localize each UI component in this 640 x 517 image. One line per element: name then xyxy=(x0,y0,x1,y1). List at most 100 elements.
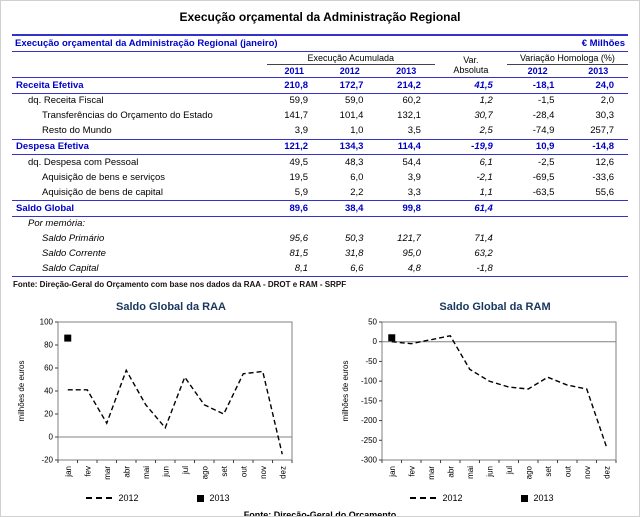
cell-value: -2,5 xyxy=(538,156,555,168)
cell-value: 4,8 xyxy=(377,261,435,278)
var-line2: Absoluta xyxy=(453,64,489,75)
cell-value: 114,4 xyxy=(377,138,435,156)
cell-value: 6,1 xyxy=(479,156,493,168)
table-source: Fonte: Direção-Geral do Orçamento com ba… xyxy=(13,280,347,290)
cell-value: 141,7 xyxy=(284,110,309,122)
col-header-year-2013: 2013 xyxy=(377,64,435,78)
x-tick-label: jun xyxy=(485,466,494,478)
table-row: Despesa Efetiva 121,2 134,3 114,4 -19,9 10,9-… xyxy=(12,138,628,156)
cell-value: 1,0 xyxy=(350,125,364,137)
table-caption: Execução orçamental da Administração Reg… xyxy=(15,38,278,49)
table-row: Aquisição de bens de capital 5,9 2,2 3,3 1,1… xyxy=(12,185,628,200)
cell-value: 49,5 xyxy=(289,156,309,168)
x-tick-label: ago xyxy=(200,466,209,480)
table-row: Por memória: xyxy=(12,216,628,231)
cell-value: 30,3 xyxy=(595,110,615,122)
var-line1: Var. xyxy=(463,54,479,65)
y-tick-label: 50 xyxy=(368,318,377,327)
raa-plot: 100 80 60 40 20 0 -20 jan fev mar abr mai jun jul ago s… xyxy=(14,316,300,492)
charts-source: Fonte: Direção-Geral do Orçamento xyxy=(243,510,397,517)
x-tick-label: set xyxy=(544,466,553,477)
series-marker-2013 xyxy=(388,334,396,342)
cell-value xyxy=(568,200,628,217)
x-tick-label: out xyxy=(563,466,572,478)
cell-value: 3,9 xyxy=(294,125,309,137)
plot-border xyxy=(57,321,293,461)
series-marker-2013 xyxy=(64,334,72,342)
cell-value xyxy=(568,261,628,278)
cell-value: 41,5 xyxy=(434,77,507,94)
table-row: Transferências do Orçamento do Estado 141… xyxy=(12,109,628,124)
unit-label: € Milhões xyxy=(581,38,625,49)
row-label: dq. Despesa com Pessoal xyxy=(28,156,139,168)
cell-value: -63,5 xyxy=(532,186,555,198)
y-tick-label: -150 xyxy=(361,397,378,406)
cell-value: 1,1 xyxy=(479,186,493,198)
x-tick-label: mar xyxy=(103,466,112,480)
cell-value: 121,7 xyxy=(397,233,421,245)
cell-value xyxy=(507,247,569,262)
cell-value: 3,9 xyxy=(407,171,421,183)
x-tick-label: dez xyxy=(602,466,611,479)
row-label: Por memória: xyxy=(28,218,86,230)
cell-value: -18,1 xyxy=(506,77,569,94)
cell-value: -69,5 xyxy=(532,171,555,183)
x-tick-label: jun xyxy=(161,466,170,478)
cell-value: -28,4 xyxy=(532,110,555,122)
row-label: Receita Efetiva xyxy=(12,77,267,94)
y-tick-label: -100 xyxy=(361,377,378,386)
col-header-homologa-2013: 2013 xyxy=(568,64,628,78)
row-label: Despesa Efetiva xyxy=(12,138,267,156)
cell-value: 71,4 xyxy=(474,233,493,245)
cell-value xyxy=(568,232,628,247)
table-row: dq. Receita Fiscal 59,9 59,0 60,2 1,2 -1,5 2,0 xyxy=(12,93,628,108)
col-header-homologa-2012: 2012 xyxy=(506,64,569,78)
row-label: Saldo Global xyxy=(12,200,267,217)
x-tick-label: mai xyxy=(142,466,151,479)
y-tick-label: -200 xyxy=(361,416,378,425)
cell-value: 60,2 xyxy=(402,95,421,107)
legend-item-2012: 2012 xyxy=(410,493,463,504)
col-group-exec: Execução Acumulada xyxy=(266,52,435,65)
charts-row: Saldo Global da RAA 100 80 60 40 20 0 -20 jan fe… xyxy=(1,301,639,503)
cell-value: 132,1 xyxy=(397,110,421,122)
y-tick-label: 20 xyxy=(44,410,53,419)
cell-value: -1,8 xyxy=(434,261,507,278)
cell-value: 24,0 xyxy=(568,77,628,94)
cell-value: 5,9 xyxy=(294,186,309,198)
col-header-year-2011: 2011 xyxy=(266,64,323,78)
table-row: Resto do Mundo 3,9 1,0 3,5 2,5 -74,9 257,7 xyxy=(12,124,628,139)
x-tick-label: nov xyxy=(259,466,268,479)
cell-value: 257,7 xyxy=(590,125,614,137)
cell-value xyxy=(507,232,569,247)
cell-value xyxy=(506,200,569,217)
cell-value: 95,0 xyxy=(402,248,421,260)
table-body: Receita Efetiva 210,8 172,7 214,2 41,5 -18,1 2… xyxy=(12,77,628,278)
x-tick-label: jan xyxy=(64,466,73,478)
x-tick-label: jul xyxy=(181,466,190,475)
cell-value: 61,4 xyxy=(434,200,507,217)
cell-value: 1,2 xyxy=(479,95,493,107)
legend-label-2012: 2012 xyxy=(442,493,463,504)
cell-value: 134,3 xyxy=(322,138,378,156)
y-tick-label: 100 xyxy=(40,318,54,327)
cell-value: 89,6 xyxy=(266,200,323,217)
legend-label-2013: 2013 xyxy=(533,493,554,504)
cell-value xyxy=(322,216,377,231)
cell-value: 99,8 xyxy=(377,200,435,217)
cell-value: 10,9 xyxy=(506,138,569,156)
y-tick-label: -250 xyxy=(361,436,378,445)
x-tick-label: jul xyxy=(505,466,514,475)
x-tick-label: abr xyxy=(122,466,131,478)
cell-value: 121,2 xyxy=(266,138,323,156)
cell-value: 210,8 xyxy=(266,77,323,94)
chart-block-ram: Saldo Global da RAM 50 0 -50 -100 -150 -200 -2… xyxy=(338,301,626,503)
series-line-2012 xyxy=(67,369,283,455)
legend-label-2013: 2013 xyxy=(209,493,230,504)
row-label: Transferências do Orçamento do Estado xyxy=(42,110,213,122)
cell-value: 50,3 xyxy=(344,233,364,245)
chart-canvas: 100 80 60 40 20 0 -20 jan fev mar abr mai jun jul ago s… xyxy=(17,318,293,480)
cell-value: 6,0 xyxy=(350,171,364,183)
y-tick-label: 60 xyxy=(44,364,53,373)
